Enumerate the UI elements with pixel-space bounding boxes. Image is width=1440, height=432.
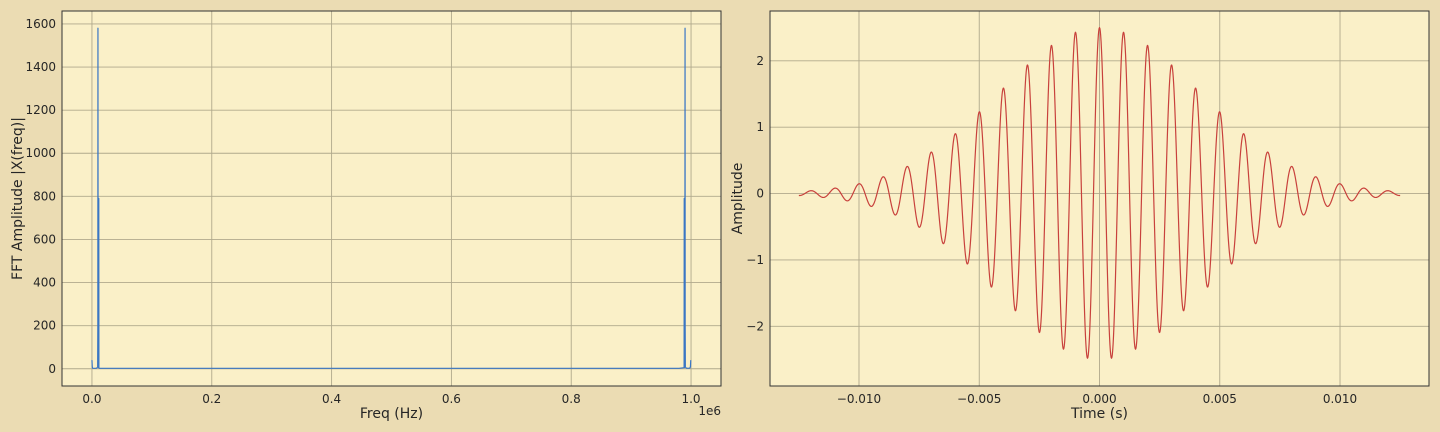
fft-frame <box>61 10 722 387</box>
fft-series <box>91 27 692 369</box>
waveform-grid <box>770 11 1429 386</box>
waveform-x-tick-label: 0.005 <box>1203 392 1237 406</box>
waveform-y-tick-label: −1 <box>746 253 764 267</box>
waveform-x-tick-label: −0.010 <box>837 392 881 406</box>
waveform-x-axis-label: Time (s) <box>1070 406 1128 422</box>
waveform-frame <box>769 10 1430 387</box>
waveform-x-ticks: −0.010 −0.005 0.000 0.005 0.010 <box>837 392 1357 406</box>
fft-x-tick-label: 0.6 <box>442 392 461 406</box>
fft-x-tick-label: 0.2 <box>202 392 221 406</box>
fft-y-tick-label: 400 <box>33 276 56 290</box>
fft-x-axis-label: Freq (Hz) <box>360 406 423 422</box>
fft-y-tick-label: 800 <box>33 189 56 203</box>
waveform-x-tick-label: 0.000 <box>1082 392 1116 406</box>
waveform-y-ticks: −2 −1 0 1 2 <box>746 54 764 333</box>
fft-y-ticks: 0 200 400 600 800 1000 1200 1400 1600 <box>25 17 56 376</box>
waveform-x-tick-label: −0.005 <box>957 392 1001 406</box>
fft-x-ticks: 0.0 0.2 0.4 0.6 0.8 1.0 <box>82 392 700 406</box>
fft-x-tick-label: 0.4 <box>322 392 341 406</box>
fft-x-offset-text: 1e6 <box>698 404 721 418</box>
fft-x-tick-label: 0.0 <box>82 392 101 406</box>
fft-y-tick-label: 1400 <box>25 60 56 74</box>
fft-series-line <box>91 27 692 369</box>
waveform-series <box>798 26 1401 359</box>
waveform-y-tick-label: 0 <box>756 187 764 201</box>
fft-y-tick-label: 1000 <box>25 146 56 160</box>
fft-x-tick-label: 1.0 <box>681 392 700 406</box>
fft-y-tick-label: 1200 <box>25 103 56 117</box>
waveform-series-line <box>798 26 1401 359</box>
waveform-y-tick-label: 2 <box>756 54 764 68</box>
waveform-y-tick-label: −2 <box>746 319 764 333</box>
fft-x-tick-label: 0.8 <box>562 392 581 406</box>
fft-chart: 0.0 0.2 0.4 0.6 0.8 1.0 0 200 400 600 800 1000 1200… <box>10 10 722 422</box>
waveform-y-tick-label: 1 <box>756 120 764 134</box>
fft-y-tick-label: 200 <box>33 319 56 333</box>
fft-y-tick-label: 1600 <box>25 17 56 31</box>
waveform-chart: −0.010 −0.005 0.000 0.005 0.010 −2 −1 0 1 2 Time… <box>730 10 1430 422</box>
fft-y-tick-label: 600 <box>33 232 56 246</box>
fft-plot-area <box>62 11 721 386</box>
fft-y-tick-label: 0 <box>48 362 56 376</box>
waveform-x-tick-label: 0.010 <box>1323 392 1357 406</box>
fft-y-axis-label: FFT Amplitude |X(freq)| <box>10 117 26 280</box>
waveform-y-axis-label: Amplitude <box>730 163 746 235</box>
